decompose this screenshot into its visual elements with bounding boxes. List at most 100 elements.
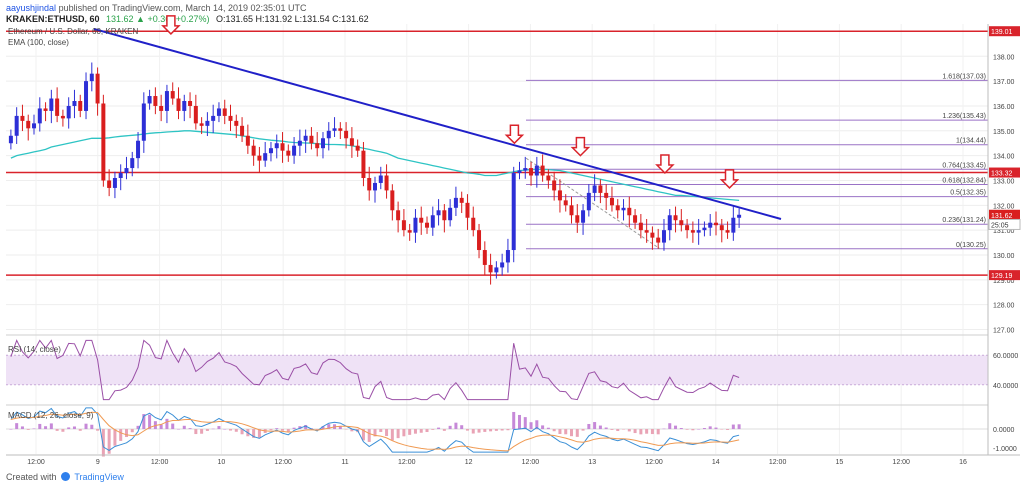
- macd-histogram-bar: [685, 429, 689, 430]
- macd-histogram-bar: [662, 428, 666, 430]
- candle: [20, 115, 25, 121]
- price-axis-label[interactable]: [989, 167, 1020, 178]
- candle: [575, 215, 580, 223]
- candle: [546, 175, 551, 181]
- publisher-name[interactable]: aayushjindal: [6, 3, 57, 13]
- footer-created-text: Created with: [6, 472, 57, 482]
- candle: [344, 130, 349, 139]
- price-axis-label[interactable]: [988, 218, 1021, 230]
- macd-histogram-bar: [668, 423, 672, 430]
- price-chart[interactable]: 1.618(137.03) 1.236(135.43) 1(134.44) 0.764…: [0, 0, 1024, 470]
- macd-histogram-bar: [136, 425, 140, 430]
- candle: [430, 215, 435, 228]
- macd-histogram-bar: [72, 426, 76, 430]
- macd-histogram-bar: [489, 429, 493, 432]
- candle: [609, 197, 614, 206]
- candle: [696, 230, 701, 233]
- macd-histogram-bar: [252, 429, 256, 438]
- candle: [378, 175, 383, 183]
- candle: [390, 190, 395, 211]
- macd-histogram-bar: [304, 424, 308, 430]
- macd-histogram-bar: [49, 423, 53, 430]
- trendline[interactable]: [93, 28, 782, 220]
- candle: [534, 165, 539, 176]
- candle: [60, 115, 65, 119]
- macd-histogram-bar: [529, 422, 533, 430]
- macd-line: [10, 407, 740, 453]
- macd-histogram-bar: [9, 429, 13, 430]
- candle: [725, 230, 730, 233]
- ema-legend[interactable]: EMA (100, close): [8, 38, 69, 47]
- candle: [517, 170, 522, 174]
- macd-histogram-bar: [96, 429, 100, 431]
- price-axis-label[interactable]: [989, 26, 1020, 37]
- macd-histogram-bar: [119, 429, 123, 441]
- macd-histogram-bar: [396, 429, 400, 439]
- macd-histogram-bar: [107, 429, 111, 454]
- candle: [592, 185, 597, 193]
- macd-histogram-bar: [281, 429, 285, 431]
- candle: [523, 168, 528, 171]
- down-arrow-icon: [504, 124, 525, 145]
- candle: [569, 205, 574, 216]
- macd-histogram-bar: [223, 429, 227, 430]
- candle: [199, 123, 204, 126]
- price-axis-label[interactable]: [989, 270, 1020, 281]
- candle: [731, 217, 736, 233]
- time-tick-label: 13: [588, 459, 596, 466]
- macd-histogram-bar: [32, 428, 36, 430]
- candle: [315, 143, 320, 149]
- candle: [529, 168, 534, 176]
- candle: [234, 120, 239, 126]
- macd-histogram-bar: [581, 429, 585, 431]
- price-axis-label[interactable]: [989, 209, 1020, 220]
- macd-histogram-bar: [200, 429, 204, 434]
- footer-brand[interactable]: TradingView: [74, 472, 124, 482]
- macd-signal-line: [10, 411, 740, 452]
- candle: [355, 145, 360, 151]
- macd-histogram-bar: [408, 429, 412, 435]
- candle: [557, 190, 562, 201]
- candle: [667, 215, 672, 231]
- candle: [222, 108, 227, 116]
- ema-100-line: [10, 130, 740, 202]
- candle: [627, 207, 632, 216]
- macd-histogram-bar: [598, 425, 602, 430]
- macd-legend[interactable]: MACD (12, 26, close, 9): [8, 411, 94, 420]
- candle: [216, 108, 221, 116]
- candle: [702, 227, 707, 231]
- candle: [124, 168, 129, 174]
- down-arrow-icon: [719, 169, 740, 189]
- price-axis-label-text: 129.19: [991, 273, 1013, 280]
- macd-histogram-bar: [726, 429, 730, 430]
- candle: [453, 197, 458, 208]
- price-tick-label: 136.00: [993, 104, 1015, 111]
- price-tick-label: 133.00: [993, 178, 1015, 185]
- candle: [685, 225, 690, 231]
- candle: [14, 115, 19, 136]
- time-tick-label: 12:00: [645, 459, 663, 466]
- candle: [482, 250, 487, 265]
- macd-histogram-bar: [656, 429, 660, 435]
- macd-histogram-bar: [327, 424, 331, 430]
- candle: [442, 210, 447, 221]
- candle: [373, 182, 377, 191]
- candle: [401, 220, 406, 231]
- series-legend[interactable]: Ethereum / U.S. Dollar, 60, KRAKEN: [8, 27, 139, 36]
- macd-histogram-bar: [546, 427, 550, 430]
- symbol-name: KRAKEN:ETHUSD, 60: [6, 14, 100, 24]
- price-tick-label: 137.00: [993, 79, 1015, 86]
- candle: [193, 105, 198, 124]
- candle: [494, 267, 499, 273]
- macd-histogram-bar: [148, 414, 152, 430]
- candle: [95, 73, 100, 104]
- macd-histogram-bar: [517, 414, 521, 430]
- candle: [43, 108, 48, 111]
- candle: [55, 98, 60, 116]
- macd-histogram-bar: [587, 423, 591, 430]
- macd-histogram-bar: [90, 424, 94, 430]
- candle: [367, 178, 372, 191]
- candle: [396, 210, 401, 221]
- rsi-legend[interactable]: RSI (14, close): [8, 345, 61, 354]
- macd-histogram-bar: [465, 429, 469, 431]
